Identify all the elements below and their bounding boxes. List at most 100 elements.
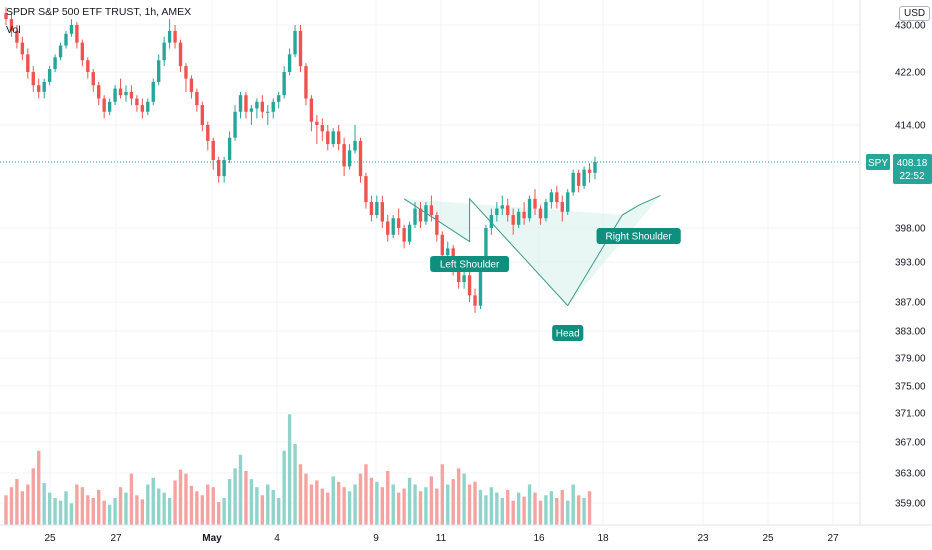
candle-body	[162, 42, 166, 61]
pattern-labels: Left Shoulder Head Right Shoulder	[430, 228, 681, 341]
candle-body	[587, 169, 592, 173]
volume-bar	[293, 444, 297, 525]
candle-body	[107, 101, 112, 112]
volume-bar	[380, 487, 384, 525]
candle-body	[97, 85, 101, 99]
volume-bar	[15, 479, 19, 525]
volume-bar	[446, 484, 450, 525]
candle-body	[358, 140, 363, 177]
time-tick-label: 18	[597, 533, 609, 544]
candle-body	[157, 60, 161, 82]
volume-bar	[118, 487, 123, 525]
candle-body	[195, 91, 199, 106]
volume-bar	[391, 484, 395, 525]
candle-body	[178, 42, 183, 67]
volume-bar	[326, 492, 330, 525]
volume-bar	[244, 471, 248, 525]
price-tick-label: 371.00	[895, 409, 926, 420]
price-tick-label: 359.00	[895, 499, 926, 510]
volume-bar	[407, 477, 412, 525]
label-right-shoulder: Right Shoulder	[606, 232, 673, 243]
candle-body	[424, 205, 428, 222]
candle-body	[53, 57, 57, 70]
volume-bar	[75, 484, 79, 525]
candle-body	[506, 205, 510, 216]
volume-bar	[582, 498, 586, 525]
candle-body	[380, 202, 384, 222]
volume-bar	[37, 450, 41, 525]
price-tick-label: 367.00	[895, 438, 926, 449]
label-right-shoulder-bg	[596, 228, 681, 244]
candle-body	[47, 69, 52, 82]
volume-bar	[347, 491, 352, 525]
time-tick-label: 9	[373, 533, 379, 544]
volume-bar	[511, 500, 515, 525]
volume-bar	[331, 476, 335, 525]
volume-bars	[4, 414, 592, 525]
volume-bar	[80, 487, 85, 525]
volume-bar	[157, 488, 161, 525]
candle-body	[544, 202, 548, 219]
candle-body	[211, 140, 215, 160]
volume-bar	[413, 484, 417, 525]
candle-body	[260, 101, 265, 112]
volume-bar	[456, 468, 461, 525]
time-tick-label: 4	[274, 533, 280, 544]
candle-body	[276, 95, 281, 102]
price-tick-label: 398.00	[895, 224, 926, 235]
candle-body	[402, 228, 406, 242]
volume-bar	[200, 495, 205, 525]
volume-bar	[222, 498, 226, 525]
volume-bar	[260, 495, 265, 525]
candle-body	[80, 42, 85, 61]
volume-bar	[266, 484, 270, 525]
volume-bar	[47, 492, 52, 525]
candle-body	[538, 208, 543, 219]
volume-bar	[424, 487, 428, 525]
price-tick-label: 375.00	[895, 382, 926, 393]
volume-bar	[587, 491, 592, 525]
volume-bar	[555, 498, 559, 525]
volume-bar	[500, 498, 504, 525]
volume-bar	[178, 469, 183, 525]
price-tick-label: 379.00	[895, 354, 926, 365]
candle-body	[200, 105, 205, 125]
volume-bar	[135, 495, 139, 525]
candle-body	[396, 218, 401, 228]
volume-bar	[140, 499, 145, 525]
candle-body	[75, 25, 79, 43]
candle-body	[533, 198, 537, 209]
price-tick-label: 414.00	[895, 121, 926, 132]
volume-bar	[467, 484, 472, 525]
candle-body	[353, 140, 357, 151]
candle-body	[511, 215, 515, 225]
candle-body	[140, 105, 145, 112]
currency-button[interactable]: USD	[899, 6, 931, 21]
candle-body	[484, 228, 488, 269]
volume-bar	[489, 487, 494, 525]
candle-body	[593, 162, 597, 173]
volume-bar	[107, 504, 112, 525]
candle-body	[124, 91, 128, 96]
candle-body	[249, 108, 254, 112]
candle-body	[238, 95, 243, 112]
candle-body	[478, 268, 483, 306]
volume-bar	[369, 477, 374, 525]
price-tick-label: 393.00	[895, 258, 926, 269]
candle-body	[560, 202, 564, 212]
time-tick-label: 23	[697, 533, 709, 544]
candle-body	[86, 60, 90, 72]
volume-bar	[571, 484, 575, 525]
candle-body	[282, 72, 286, 96]
candle-body	[582, 169, 586, 186]
candle-body	[293, 30, 297, 55]
candle-body	[304, 66, 308, 99]
candle-body	[549, 192, 554, 203]
volume-bar	[435, 488, 439, 525]
volume-bar	[58, 500, 63, 525]
candle-body	[271, 101, 275, 112]
label-head-bg	[552, 325, 584, 341]
candle-body	[495, 208, 499, 216]
candle-body	[4, 13, 8, 20]
